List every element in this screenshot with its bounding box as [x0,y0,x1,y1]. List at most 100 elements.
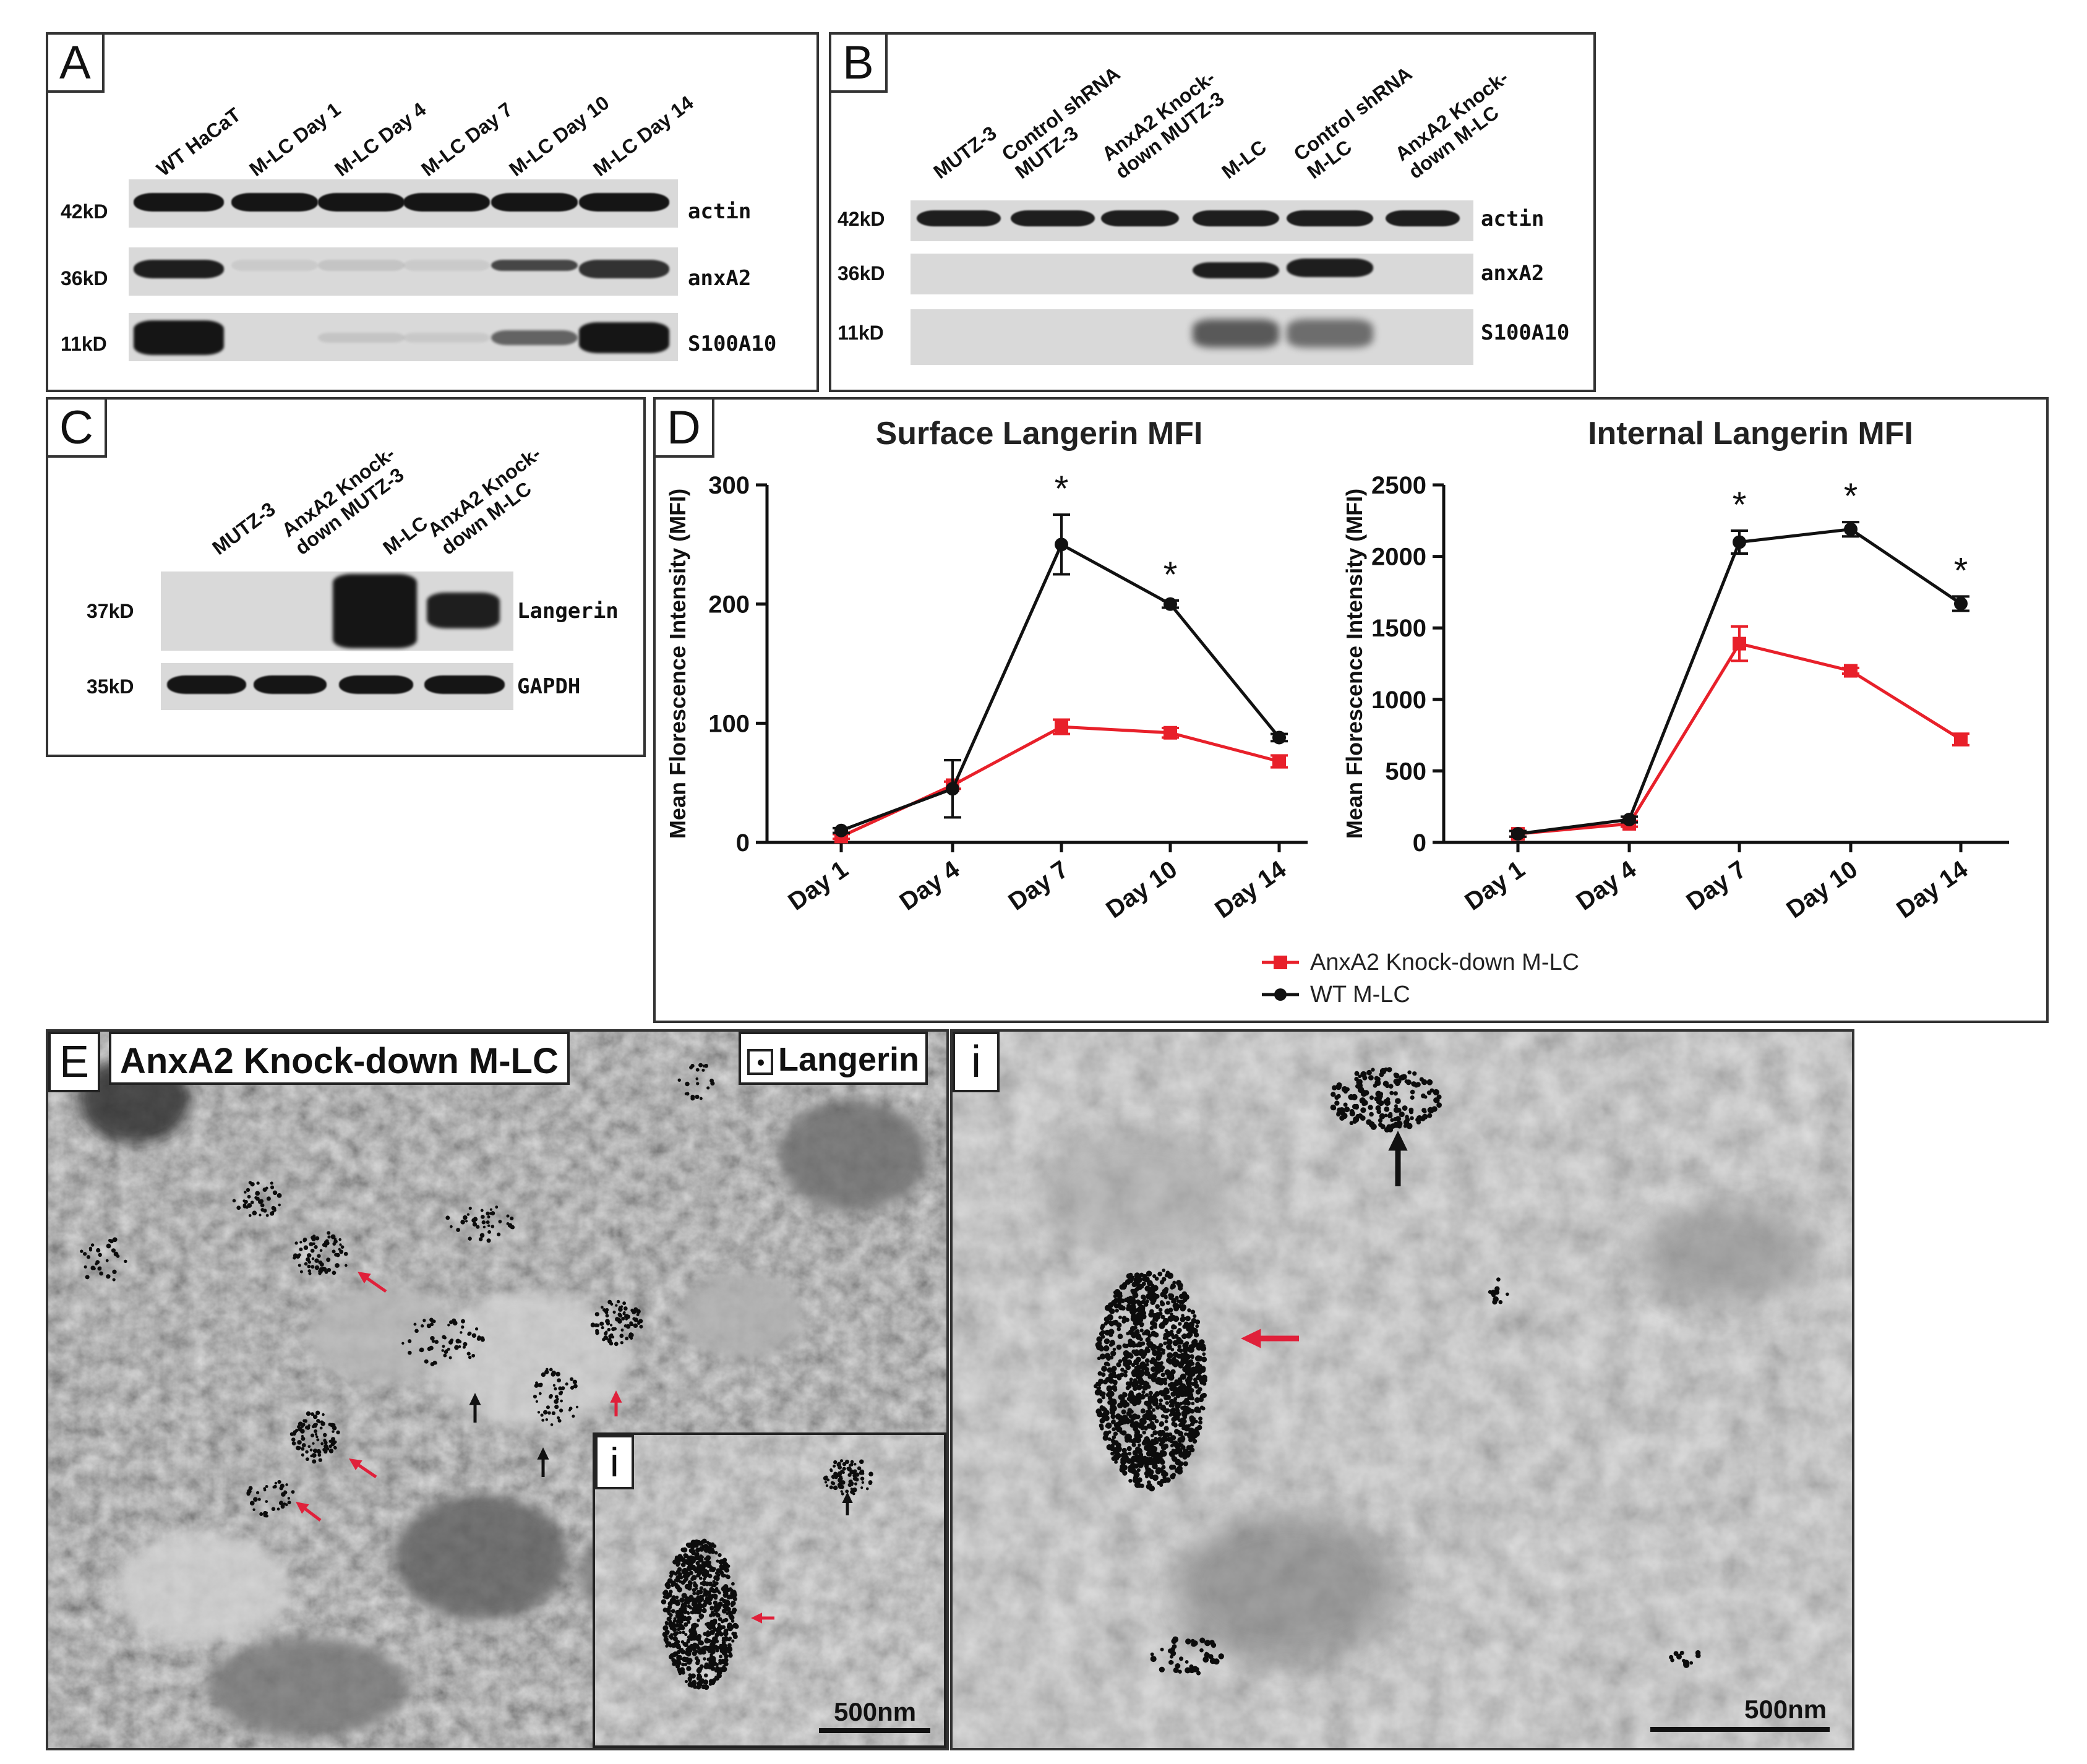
y-axis-label-0: Mean Florescence Intensity (MFI) [665,489,690,839]
panel-label-e: E [48,1032,101,1092]
band-a-13 [318,333,405,343]
data-point-1-0-4 [1954,732,1968,747]
protein-label-b-1: anxA2 [1481,261,1545,286]
panel-label-a: A [48,35,105,93]
y-tick-label-1-5: 2500 [1371,472,1426,499]
red-arrow-4 [610,1390,622,1416]
data-point-0-0-3 [1163,726,1177,740]
band-b-3 [1193,210,1279,226]
band-b-4 [1287,210,1373,226]
mw-marker-c-0: 37kD [87,600,134,622]
data-point-1-1-4 [1954,596,1968,610]
series-1-1 [1509,521,1969,841]
panel-c: C MUTZ-3 AnxA2 Knock-down MUTZ-3 M-LC AnxA2… [46,397,646,757]
scale-bar-inset [819,1728,930,1733]
panel-label-e-i: i [953,1032,1000,1092]
series-line-1-0 [1517,641,1962,836]
mw-marker-b-0: 42kD [838,208,885,230]
band-a-15 [491,330,578,345]
legend-entry-0: AnxA2 Knock-down M-LC [1310,949,1579,975]
red-arrow-1 [358,1272,387,1293]
band-a-7 [231,260,318,271]
band-b-5 [1386,210,1460,226]
panel-e-i: i 500nm [950,1029,1854,1750]
x-tick-label-1-2: Day 7 [1681,855,1751,915]
data-point-1-0-2 [1733,636,1746,651]
protein-label-c-1: GAPDH [517,674,581,699]
band-a-0 [134,193,224,212]
micrograph-e-i: i 500nm [953,1032,1852,1748]
blot-b-anxa2 [911,254,1473,294]
x-tick-label-1-0: Day 1 [1460,855,1530,915]
band-b-0 [917,210,1001,226]
x-tick-label-0-0: Day 1 [783,855,853,915]
y-tick-label-1-1: 500 [1385,758,1426,785]
protein-label-b-2: S100A10 [1481,320,1570,345]
band-a-2 [318,193,405,212]
panel-d: D Surface Langerin MFI 0 100 200 300 Mean Flo… [653,397,2049,1023]
ei-black-arrow [1388,1131,1408,1186]
x-tick-label-0-3: Day 10 [1101,855,1182,923]
scale-label-inset: 500nm [834,1697,917,1726]
data-point-1-1-3 [1844,522,1858,536]
significance-marker-1-3: * [1844,476,1858,516]
scale-label-e-i: 500nm [1744,1695,1827,1724]
panel-e: E AnxA2 Knock-down M-LC Langerin i 500nm [46,1029,949,1750]
micrograph-e: E AnxA2 Knock-down M-LC Langerin i 500nm [48,1032,946,1748]
protein-label-a-2: S100A10 [688,332,777,356]
band-c-0 [333,574,417,648]
langerin-legend: Langerin [739,1032,928,1085]
y-tick-label-0-0: 0 [736,829,750,857]
chart-legend: AnxA2 Knock-down M-LC WT M-LC [1262,949,1579,1008]
band-c-4 [339,675,413,694]
y-tick-label-1-0: 0 [1413,829,1426,857]
black-arrow-2 [537,1447,549,1477]
scale-bar-e-i [1650,1727,1830,1732]
black-arrow-1 [469,1393,481,1423]
x-tick-label-1-1: Day 4 [1571,855,1641,916]
band-a-1 [231,193,318,212]
y-tick-label-1-2: 1000 [1371,687,1426,714]
band-a-16 [579,322,669,353]
inset-black-arrow [842,1492,853,1515]
inset-i: i 500nm [593,1432,946,1748]
panel-label-d: D [656,400,714,458]
data-point-0-0-4 [1272,754,1286,768]
band-a-14 [403,333,490,343]
significance-marker-1-4: * [1954,550,1968,591]
legend-marker-1 [1274,988,1287,1001]
series-line-0-1 [841,542,1280,833]
lane-label-c-2: M-LC [379,512,432,559]
y-tick-label-0-3: 300 [708,472,750,499]
band-a-12 [134,320,224,355]
mw-marker-a-2: 11kD [61,333,107,355]
data-point-1-0-3 [1844,664,1858,678]
x-tick-label-0-2: Day 7 [1003,855,1073,915]
band-c-5 [424,675,505,694]
protein-label-a-1: anxA2 [688,266,752,291]
inset-red-arrow [751,1612,774,1624]
y-tick-label-0-2: 200 [708,591,750,619]
y-tick-label-0-1: 100 [708,710,750,737]
data-point-1-1-2 [1733,535,1746,549]
mw-marker-a-1: 36kD [61,267,108,289]
data-point-1-1-0 [1511,827,1525,841]
blot-b-actin [911,200,1473,241]
data-point-0-1-4 [1272,730,1286,745]
band-a-11 [579,260,669,278]
protein-label-a-0: actin [688,199,752,224]
series-line-0-0 [840,725,1280,838]
line-chart-0: Surface Langerin MFI 0 100 200 300 Mean Flore… [665,416,1308,923]
lane-label-a-0: WT HaCaT [152,103,245,181]
panel-label-c: C [48,400,107,458]
blot-b-s100a10 [911,309,1473,365]
series-line-1-1 [1517,528,1962,836]
chart-title-0: Surface Langerin MFI [876,416,1203,452]
lane-label-c-3: AnxA2 Knock-down M-LC [423,442,545,559]
band-b-8 [1193,319,1279,348]
data-point-0-0-2 [1055,720,1068,734]
mw-marker-b-2: 11kD [838,322,884,344]
legend-entry-1: WT M-LC [1310,982,1410,1008]
ei-red-arrow [1241,1329,1299,1348]
panel-label-b: B [831,35,888,93]
